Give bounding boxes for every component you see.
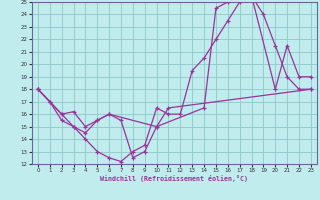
X-axis label: Windchill (Refroidissement éolien,°C): Windchill (Refroidissement éolien,°C)	[100, 175, 248, 182]
